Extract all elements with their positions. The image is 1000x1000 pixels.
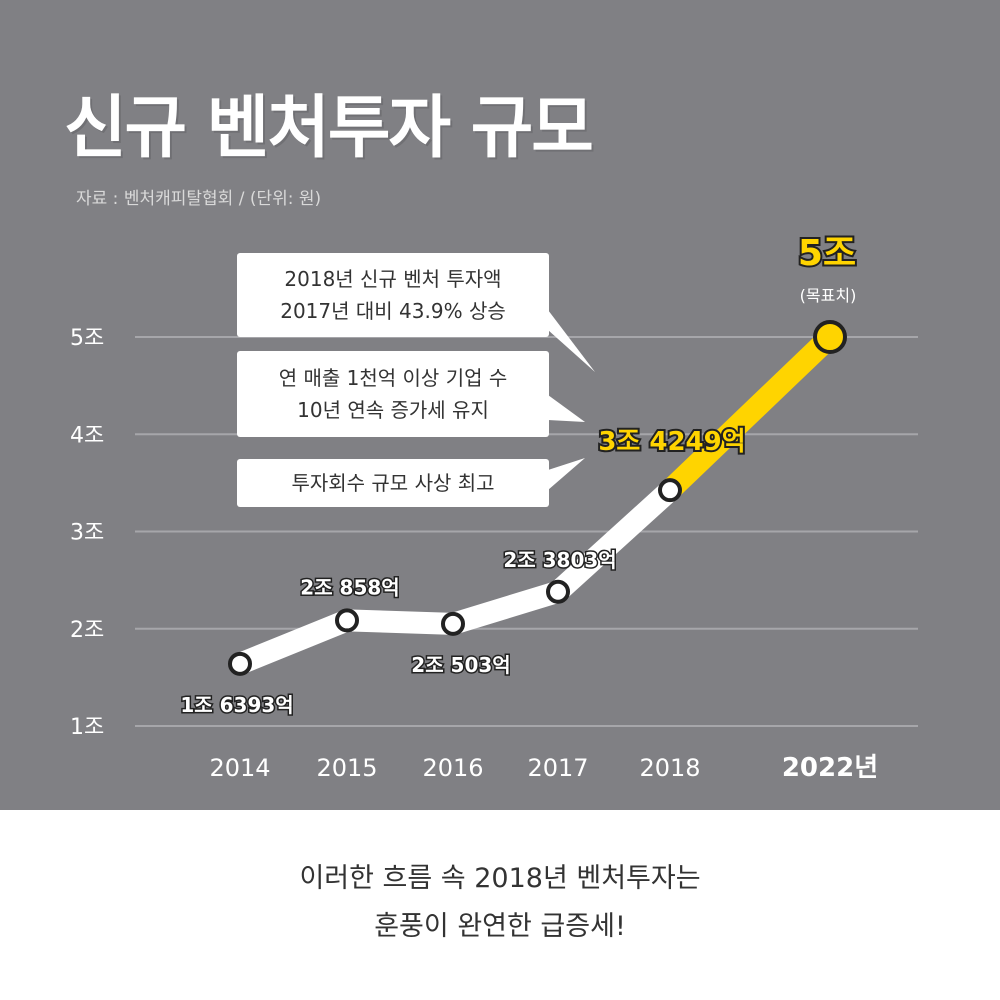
callout-line: 10년 연속 증가세 유지 <box>297 398 489 422</box>
data-label: 1조 6393억 <box>180 693 293 717</box>
y-tick-label: 3조 <box>70 521 104 546</box>
data-point <box>546 579 570 604</box>
source-note: 자료 : 벤처캐피탈협회 / (단위: 원) <box>76 189 322 209</box>
x-tick-label: 2015 <box>316 754 377 782</box>
y-tick-label: 4조 <box>70 423 104 448</box>
y-tick-label: 1조 <box>70 715 104 740</box>
x-tick-label: 2016 <box>422 754 483 782</box>
y-tick-label: 2조 <box>70 618 104 643</box>
callout-line: 2018년 신규 벤처 투자액 <box>284 267 502 291</box>
callout-investment-growth: 2018년 신규 벤처 투자액 2017년 대비 43.9% 상승 <box>237 253 549 337</box>
callout-line: 2017년 대비 43.9% 상승 <box>280 299 506 323</box>
footer-line: 이러한 흐름 속 2018년 벤처투자는 <box>299 863 701 894</box>
data-point <box>335 608 359 633</box>
data-labels: 1조 6393억 2조 858억 2조 503억 2조 3803억 3조 4249억 5조… <box>179 231 858 718</box>
series-line-target <box>659 326 841 502</box>
data-point <box>228 651 252 676</box>
data-label: 2조 858억 <box>300 575 399 599</box>
y-axis-ticks: 1조 2조 3조 4조 5조 <box>70 326 104 740</box>
x-tick-label: 2014 <box>209 754 270 782</box>
x-axis-ticks: 2014 2015 2016 2017 2018 2022년 <box>209 753 878 783</box>
x-tick-label: 2018 <box>639 754 700 782</box>
callout-company-count: 연 매출 1천억 이상 기업 수 10년 연속 증가세 유지 <box>237 351 549 437</box>
callout-line: 연 매출 1천억 이상 기업 수 <box>278 366 508 390</box>
data-point <box>441 611 465 636</box>
y-tick-label: 5조 <box>70 326 104 351</box>
data-markers <box>228 320 847 676</box>
data-point <box>658 478 682 503</box>
callout-recovery-record: 투자회수 규모 사상 최고 <box>237 459 549 507</box>
data-label: 2조 3803억 <box>503 548 616 572</box>
x-tick-label: 2022년 <box>782 753 878 783</box>
footer-caption: 이러한 흐름 속 2018년 벤처투자는 훈풍이 완연한 급증세! <box>0 855 1000 951</box>
callout-pointer <box>548 458 585 490</box>
callout-pointer <box>548 395 585 422</box>
x-tick-label: 2017 <box>527 754 588 782</box>
data-label: 2조 503억 <box>411 653 510 677</box>
callout-line: 투자회수 규모 사상 최고 <box>291 471 495 495</box>
target-note: (목표치) <box>800 286 857 305</box>
footer-line: 훈풍이 완연한 급증세! <box>374 911 626 942</box>
data-point-target <box>813 320 847 354</box>
page-title: 신규 벤처투자 규모 <box>64 89 594 168</box>
data-label: 5조 <box>798 233 856 274</box>
data-label: 3조 4249억 <box>598 427 745 457</box>
callout-pointers <box>548 310 595 490</box>
callout-pointer <box>548 310 595 372</box>
